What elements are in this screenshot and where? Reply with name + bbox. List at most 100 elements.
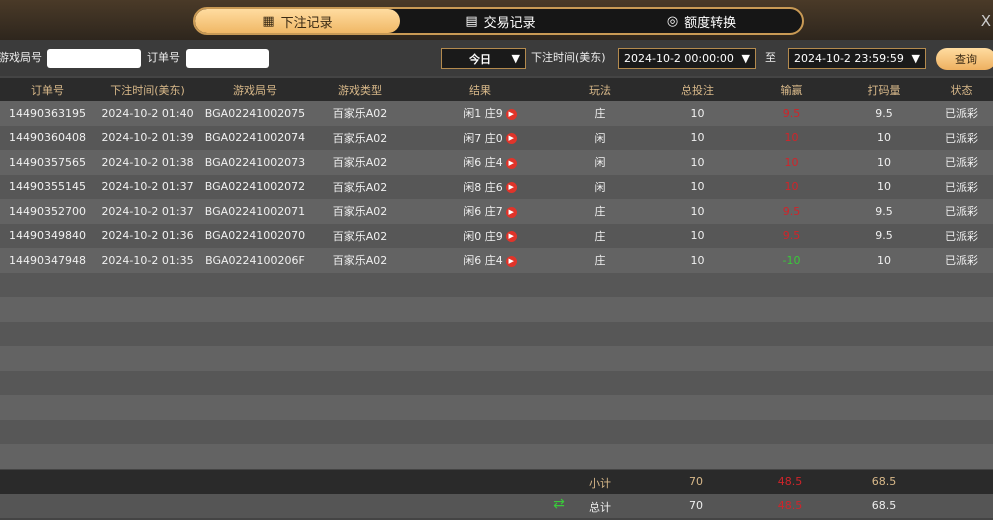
cell-text: 已派彩 — [945, 156, 978, 170]
empty-row — [0, 370, 993, 395]
order-label: 订单号 — [147, 51, 180, 64]
clipboard-icon: ▤ — [465, 13, 478, 29]
table-cell: 10 — [650, 101, 745, 126]
start-time-select[interactable]: 2024-10-2 00:00:00 ▼ — [618, 48, 756, 69]
refresh-icon[interactable]: ⇄ — [553, 496, 565, 512]
table-cell: 已派彩 — [930, 199, 993, 224]
table-cell: 9.5 — [838, 101, 930, 126]
table-cell — [930, 272, 993, 297]
play-replay-icon[interactable]: ▶ — [505, 231, 517, 243]
table-cell — [650, 346, 745, 371]
table-cell: 闲7 庄0 ▶ — [410, 125, 550, 150]
close-button[interactable]: X — [980, 12, 991, 30]
table-cell — [200, 395, 310, 420]
table-cell: 百家乐A02 — [310, 125, 410, 150]
table-cell — [0, 321, 95, 346]
order-input[interactable] — [186, 49, 269, 68]
table-cell: 2024-10-2 01:39 — [95, 125, 200, 150]
play-replay-icon[interactable]: ▶ — [505, 206, 517, 218]
table-cell: 庄 — [550, 101, 650, 126]
table-cell: 9.5 — [838, 199, 930, 224]
table-cell — [0, 346, 95, 371]
play-replay-icon[interactable]: ▶ — [505, 255, 517, 267]
table-cell: 闲1 庄9 ▶ — [410, 101, 550, 126]
table-cell — [310, 419, 410, 444]
table-cell: BGA02241002072 — [200, 174, 310, 199]
table-row: 14490355145 2024-10-2 01:37 BGA02241002072… — [0, 174, 993, 199]
cell-text: 14490355145 — [9, 180, 86, 194]
cell-text: 闲0 庄9 — [463, 229, 503, 243]
play-replay-icon[interactable]: ▶ — [505, 133, 517, 145]
table-cell — [550, 370, 650, 395]
column-header: 总投注 — [650, 78, 745, 101]
play-replay-icon[interactable]: ▶ — [505, 108, 517, 120]
table-cell — [0, 370, 95, 395]
table-row: 14490357565 2024-10-2 01:38 BGA02241002073… — [0, 150, 993, 175]
time-label: 下注时间(美东) — [531, 51, 606, 64]
table-cell — [310, 272, 410, 297]
cell-text: BGA02241002074 — [204, 131, 306, 145]
table-cell — [95, 272, 200, 297]
table-cell: 10 — [745, 125, 838, 150]
table-cell — [410, 346, 550, 371]
tab-credit-transfer[interactable]: ◎ 额度转换 — [666, 13, 737, 31]
cell-text: 14490357565 — [9, 155, 86, 169]
play-replay-icon[interactable]: ▶ — [505, 157, 517, 169]
table-cell: 14490349840 — [0, 223, 95, 248]
empty-row — [0, 419, 993, 444]
empty-row — [0, 444, 993, 469]
table-cell — [200, 370, 310, 395]
table-cell — [550, 321, 650, 346]
chevron-down-icon: ▼ — [741, 52, 750, 65]
table-cell — [0, 272, 95, 297]
table-row: 14490363195 2024-10-2 01:40 BGA02241002075… — [0, 101, 993, 126]
date-range-select[interactable]: 今日 ▼ — [441, 48, 526, 69]
table-cell — [930, 444, 993, 469]
table-cell — [745, 395, 838, 420]
table-cell — [650, 297, 745, 322]
cell-text: BGA02241002071 — [204, 204, 306, 218]
table-cell — [838, 419, 930, 444]
table-cell: 10 — [650, 199, 745, 224]
column-header: 玩法 — [550, 78, 650, 101]
cell-text: 2024-10-2 01:35 — [101, 253, 194, 267]
chevron-down-icon: ▼ — [511, 52, 520, 65]
table-cell: BGA0224100206F — [200, 248, 310, 273]
tab-bar: ▦ 下注记录 ▤ 交易记录 ◎ 额度转换 — [193, 7, 804, 35]
play-replay-icon[interactable]: ▶ — [505, 182, 517, 194]
cell-text: 闲 — [594, 131, 606, 145]
table-cell: 10 — [838, 150, 930, 175]
table-cell — [200, 419, 310, 444]
table-cell: 10 — [650, 150, 745, 175]
table-cell: 百家乐A02 — [310, 150, 410, 175]
end-time-select[interactable]: 2024-10-2 23:59:59 ▼ — [788, 48, 926, 69]
cell-text: 百家乐A02 — [332, 180, 388, 194]
table-cell — [410, 321, 550, 346]
table-cell — [838, 297, 930, 322]
table-cell: 14490352700 — [0, 199, 95, 224]
table-cell: 已派彩 — [930, 125, 993, 150]
cell-text: 闲 — [594, 180, 606, 194]
tab-transaction-records[interactable]: ▤ 交易记录 — [465, 13, 536, 31]
table-cell — [200, 321, 310, 346]
table-cell: 已派彩 — [930, 223, 993, 248]
table-cell: 10 — [838, 174, 930, 199]
table-cell: 百家乐A02 — [310, 223, 410, 248]
table-cell — [95, 346, 200, 371]
table-cell: 14490355145 — [0, 174, 95, 199]
subtotal-row: 小计 70 48.5 68.5 — [0, 470, 993, 494]
table-cell: 闲 — [550, 125, 650, 150]
table-cell: 2024-10-2 01:37 — [95, 199, 200, 224]
table-cell: 10 — [650, 125, 745, 150]
table-cell: 闲8 庄6 ▶ — [410, 174, 550, 199]
table-cell — [310, 395, 410, 420]
cell-text: 2024-10-2 01:37 — [101, 180, 194, 194]
table-cell — [838, 272, 930, 297]
game-round-input[interactable] — [47, 49, 141, 68]
cell-text: 9.5 — [875, 106, 893, 120]
tab-bet-records[interactable]: ▦ 下注记录 — [195, 9, 400, 33]
table-cell — [550, 297, 650, 322]
query-button[interactable]: 查询 — [936, 48, 993, 70]
column-header: 结果 — [410, 78, 550, 101]
table-row: 14490349840 2024-10-2 01:36 BGA02241002070… — [0, 223, 993, 248]
